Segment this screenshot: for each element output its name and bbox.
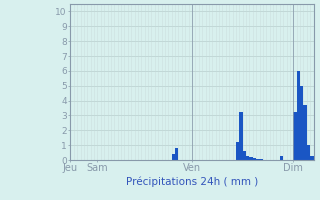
Bar	[256, 159, 260, 160]
Bar	[249, 157, 253, 160]
Bar	[236, 142, 239, 160]
Bar	[172, 154, 175, 160]
Bar	[293, 112, 297, 160]
Bar	[239, 112, 243, 160]
Bar	[253, 158, 256, 160]
Bar	[307, 145, 310, 160]
Bar	[260, 159, 263, 160]
Bar	[310, 156, 314, 160]
Bar	[280, 156, 283, 160]
Bar	[300, 86, 303, 160]
Bar	[297, 71, 300, 160]
Bar	[243, 151, 246, 160]
Bar	[303, 105, 307, 160]
X-axis label: Précipitations 24h ( mm ): Précipitations 24h ( mm )	[126, 176, 258, 187]
Bar	[246, 156, 249, 160]
Bar	[175, 148, 179, 160]
